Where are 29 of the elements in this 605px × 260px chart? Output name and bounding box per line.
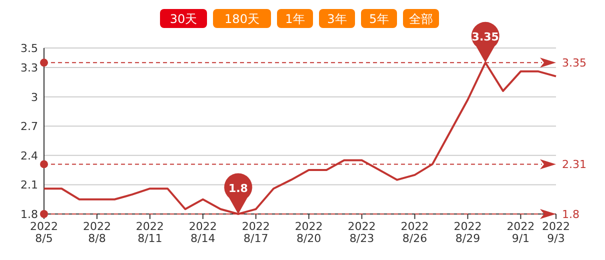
ref-line-label: 1.8 xyxy=(562,208,580,221)
text: 3年 xyxy=(327,12,347,26)
annotation: 3.35 xyxy=(472,30,499,44)
text: 180天 xyxy=(224,12,260,26)
y-tick-label: 2.1 xyxy=(20,178,38,192)
text: 30天 xyxy=(170,12,198,26)
x-tick-label: 2022 8/17 xyxy=(242,220,270,245)
y-tick-label: 3.5 xyxy=(20,42,38,55)
y-tick-label: 3 xyxy=(31,90,38,104)
x-tick-label: 2022 8/5 xyxy=(30,220,58,245)
y-tick-label: 2.4 xyxy=(20,149,38,162)
x-tick-label: 2022 9/1 xyxy=(506,220,535,245)
ref-line-label: 2.31 xyxy=(562,158,586,172)
text: 1年 xyxy=(285,12,305,26)
y-tick-label: 2.7 xyxy=(20,120,38,134)
x-tick-label: 2022 8/29 xyxy=(454,220,482,245)
annotation: 1.8 xyxy=(228,182,248,195)
x-tick-label: 2022 8/11 xyxy=(136,220,164,245)
x-tick-label: 2022 8/20 xyxy=(294,220,323,245)
x-tick-label: 2022 8/23 xyxy=(348,220,376,245)
text: 全部 xyxy=(409,12,433,26)
y-tick-label: 1.8 xyxy=(20,208,38,221)
x-tick-label: 2022 9/3 xyxy=(542,220,570,245)
y-tick-label: 3.3 xyxy=(20,62,38,75)
x-tick-label: 2022 8/14 xyxy=(188,220,217,245)
x-tick-label: 2022 8/8 xyxy=(82,220,111,245)
ref-line-label: 3.35 xyxy=(562,56,586,70)
x-tick-label: 2022 8/26 xyxy=(400,220,429,245)
text: 5年 xyxy=(369,12,389,26)
